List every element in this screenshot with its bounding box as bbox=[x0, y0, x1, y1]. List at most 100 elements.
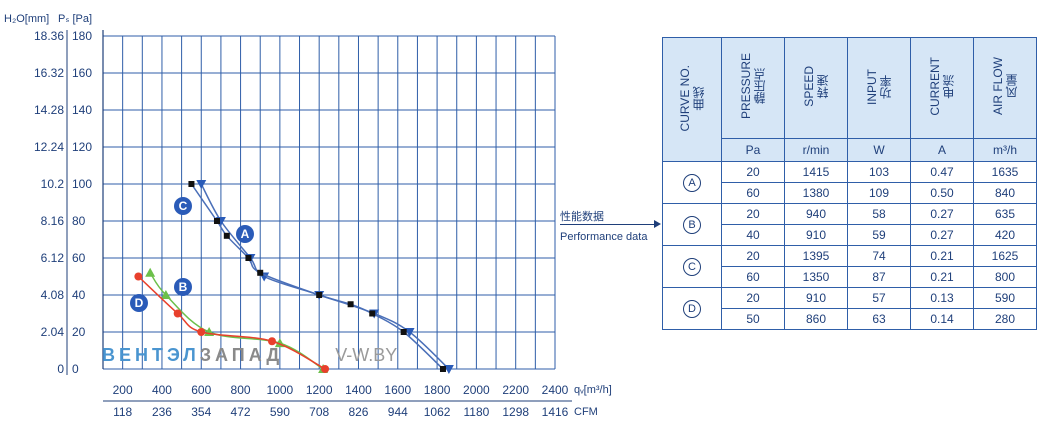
curve-badge-D bbox=[130, 294, 148, 312]
table-cell: 57 bbox=[847, 287, 911, 309]
y-tick-pa: 40 bbox=[72, 288, 86, 302]
table-cell: 280 bbox=[973, 308, 1037, 330]
table-body: A 20 1415 103 0.47 1635 60 1380 109 0.50 840 B 20 940… bbox=[662, 161, 1037, 330]
table-cell: 60 bbox=[721, 182, 785, 204]
data-point-D bbox=[134, 272, 143, 281]
data-point-B bbox=[145, 267, 156, 277]
table-header-cell: AIR FLOW 风量 bbox=[973, 37, 1037, 139]
y-tick-mm: 18.36 bbox=[34, 29, 64, 43]
x-tick-cfm: 118 bbox=[113, 405, 132, 419]
table-header-text: PRESSURE 静压点 bbox=[739, 53, 767, 120]
x-tick-cfm: 944 bbox=[388, 405, 408, 419]
y-tick-pa: 120 bbox=[72, 140, 92, 154]
table-row: 50 860 63 0.14 280 bbox=[663, 308, 1037, 330]
x-tick-m3h: 400 bbox=[152, 383, 172, 397]
data-point-A bbox=[404, 328, 415, 337]
y-tick-mm: 2.04 bbox=[41, 325, 65, 339]
table-header-row: CURVE NO. 曲线 PRESSURE 静压点 SPEED 转速 INPUT 功率… bbox=[662, 37, 1037, 162]
x-tick-m3h: 1200 bbox=[306, 383, 333, 397]
table-cell: 60 bbox=[721, 266, 785, 288]
table-cell: 20 bbox=[721, 161, 785, 183]
y-tick-pa: 0 bbox=[72, 362, 79, 376]
data-point-D bbox=[321, 365, 330, 373]
table-cell: 0.21 bbox=[910, 266, 974, 288]
table-header-text: CURVE NO. 曲线 bbox=[678, 64, 706, 132]
y-tick-mm: 12.24 bbox=[34, 140, 64, 154]
x-tick-m3h: 1600 bbox=[384, 383, 411, 397]
table-cell: 50 bbox=[721, 308, 785, 330]
table-unit-cell: Pa bbox=[721, 138, 785, 162]
y-tick-pa: 60 bbox=[72, 251, 86, 265]
data-point-C bbox=[316, 292, 323, 298]
chart-series bbox=[134, 180, 454, 374]
table-header-cell: CURRENT 电流 bbox=[910, 37, 974, 139]
curve-cell: D bbox=[662, 287, 722, 330]
x-tick-m3h: 1400 bbox=[345, 383, 372, 397]
x-tick-cfm: 472 bbox=[231, 405, 251, 419]
table-cell: 590 bbox=[973, 287, 1037, 309]
x-tick-cfm: 1298 bbox=[502, 405, 529, 419]
data-point-C bbox=[257, 269, 264, 276]
table-unit-cell: r/min bbox=[784, 138, 848, 162]
performance-table: CURVE NO. 曲线 PRESSURE 静压点 SPEED 转速 INPUT 功率… bbox=[662, 37, 1037, 330]
curve-badge-C bbox=[174, 197, 192, 215]
curve-circle-label: D bbox=[683, 299, 701, 318]
y-tick-mm: 10.2 bbox=[41, 177, 65, 191]
series-line-C bbox=[190, 183, 444, 370]
table-cell: 109 bbox=[847, 182, 911, 204]
table-cell: 20 bbox=[721, 203, 785, 225]
fan-performance-chart: 18.36 180 16.32 160 14.28 140 12.24 120 10.2 100 8… bbox=[4, 13, 612, 419]
x-axis-title-cfm: CFM bbox=[574, 406, 598, 418]
table-cell: 860 bbox=[784, 308, 848, 330]
table-header-cell: PRESSURE 静压点 bbox=[721, 37, 785, 139]
table-row: B 20 940 58 0.27 635 bbox=[662, 203, 1037, 246]
data-point-C bbox=[369, 310, 376, 317]
table-cell: 420 bbox=[973, 224, 1037, 246]
x-tick-m3h: 600 bbox=[191, 383, 211, 397]
table-cell: 58 bbox=[847, 203, 911, 225]
x-tick-cfm: 1062 bbox=[424, 405, 451, 419]
x-tick-cfm: 708 bbox=[309, 405, 329, 419]
table-cell: 0.27 bbox=[910, 224, 974, 246]
table-cell: 103 bbox=[847, 161, 911, 183]
table-row: 60 1350 87 0.21 800 bbox=[663, 266, 1037, 288]
curve-badge-label-B: B bbox=[179, 280, 188, 294]
table-cell: 910 bbox=[784, 287, 848, 309]
table-cell: 840 bbox=[973, 182, 1037, 204]
table-cell: 800 bbox=[973, 266, 1037, 288]
table-header-cell: INPUT 功率 bbox=[847, 37, 911, 139]
table-cell: 0.47 bbox=[910, 161, 974, 183]
table-header-text: SPEED 转速 bbox=[802, 66, 830, 107]
data-point-C bbox=[245, 255, 252, 261]
x-tick-cfm: 826 bbox=[348, 405, 368, 419]
table-cell: 87 bbox=[847, 266, 911, 288]
table-cell: 40 bbox=[721, 224, 785, 246]
x-tick-cfm: 1416 bbox=[542, 405, 569, 419]
table-cell: 20 bbox=[721, 287, 785, 309]
table-header-text: INPUT 功率 bbox=[865, 68, 893, 105]
watermark: ВЕНТЭЛЗАПАД V-W.BY bbox=[102, 345, 397, 366]
data-point-A bbox=[196, 180, 207, 189]
table-cell: 1395 bbox=[784, 245, 848, 267]
y-tick-mm: 16.32 bbox=[34, 66, 64, 80]
table-header-text: CURRENT 电流 bbox=[928, 57, 956, 116]
data-point-D bbox=[268, 337, 277, 346]
x-tick-m3h: 800 bbox=[231, 383, 251, 397]
table-cell: 0.27 bbox=[910, 203, 974, 225]
table-row: D 20 910 57 0.13 590 bbox=[662, 287, 1037, 330]
curve-badge-label-A: A bbox=[241, 227, 250, 241]
data-point-D bbox=[173, 309, 182, 318]
data-point-B bbox=[160, 290, 171, 299]
chart-grid bbox=[102, 35, 556, 370]
curve-badge-label-D: D bbox=[135, 296, 144, 310]
x-tick-m3h: 2000 bbox=[463, 383, 490, 397]
perf-arrow-icon bbox=[654, 220, 661, 228]
y-tick-pa: 100 bbox=[72, 177, 92, 191]
table-cell: 0.13 bbox=[910, 287, 974, 309]
table-unit-cell: m³/h bbox=[973, 138, 1037, 162]
y-tick-mm: 6.12 bbox=[41, 251, 65, 265]
table-cell: 1380 bbox=[784, 182, 848, 204]
curve-circle-label: A bbox=[683, 173, 701, 192]
y-tick-mm: 8.16 bbox=[41, 214, 65, 228]
